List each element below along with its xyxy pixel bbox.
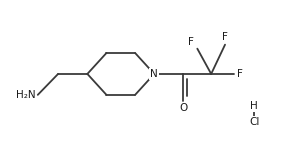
Text: Cl: Cl <box>249 117 260 127</box>
Text: F: F <box>222 32 228 42</box>
Text: F: F <box>188 37 194 47</box>
Text: H₂N: H₂N <box>16 90 35 100</box>
Text: N: N <box>150 69 158 79</box>
Text: O: O <box>179 103 188 113</box>
Text: H: H <box>251 101 258 111</box>
Text: F: F <box>237 69 243 79</box>
